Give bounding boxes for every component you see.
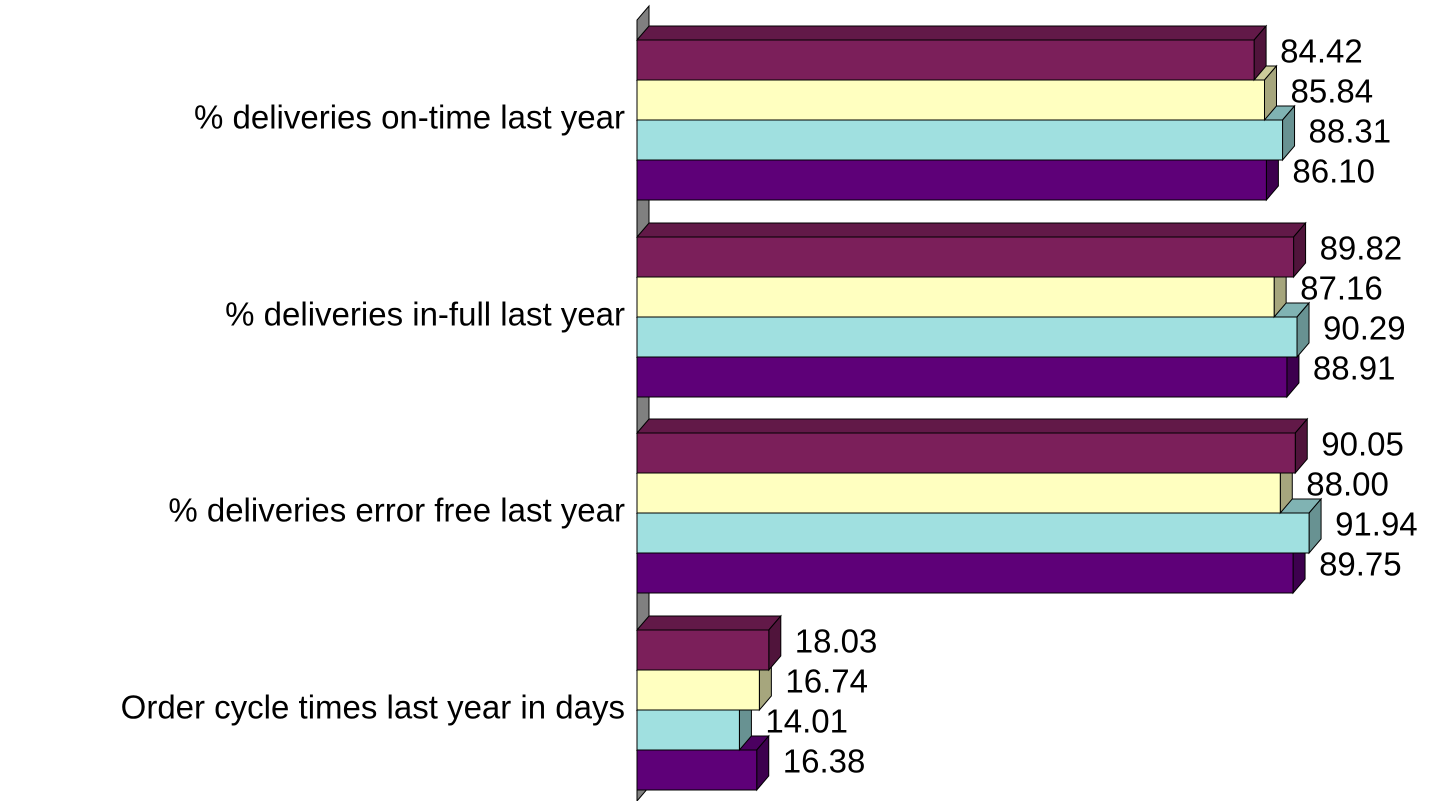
bar [636, 552, 1294, 594]
data-label: 16.74 [785, 663, 868, 700]
bar-top [635, 615, 782, 631]
data-label: 16.38 [783, 743, 866, 780]
bar [636, 512, 1310, 554]
data-label: 88.31 [1309, 113, 1392, 150]
data-label: 88.91 [1313, 350, 1396, 387]
data-label: 14.01 [765, 703, 848, 740]
bar [636, 79, 1265, 121]
data-label: 88.00 [1306, 466, 1389, 503]
bar [636, 432, 1296, 474]
data-label: 90.05 [1321, 426, 1404, 463]
y-tick-label: Order cycle times last year in days [121, 689, 625, 726]
bar [636, 669, 760, 711]
bar-top [635, 418, 1309, 434]
data-label: 89.75 [1319, 546, 1402, 583]
data-label: 18.03 [795, 623, 878, 660]
bar [636, 472, 1281, 514]
bar [636, 39, 1255, 81]
data-label: 89.82 [1320, 230, 1403, 267]
y-tick-label: % deliveries error free last year [168, 492, 625, 529]
y-tick-label: % deliveries in-full last year [225, 296, 625, 333]
bar-top [635, 222, 1307, 238]
bar [636, 119, 1284, 161]
bar-top [635, 25, 1268, 41]
data-label: 84.42 [1280, 33, 1363, 70]
data-label: 85.84 [1290, 73, 1373, 110]
bar [636, 316, 1298, 358]
bar [636, 749, 758, 791]
bar [636, 709, 740, 751]
bar [636, 236, 1295, 278]
bar [636, 629, 770, 671]
data-label: 86.10 [1292, 153, 1375, 190]
bar [636, 276, 1275, 318]
data-label: 91.94 [1335, 506, 1418, 543]
data-label: 87.16 [1300, 270, 1383, 307]
y-tick-label: % deliveries on-time last year [194, 99, 625, 136]
bar [636, 159, 1267, 201]
bar [636, 356, 1288, 398]
data-label: 90.29 [1323, 310, 1406, 347]
